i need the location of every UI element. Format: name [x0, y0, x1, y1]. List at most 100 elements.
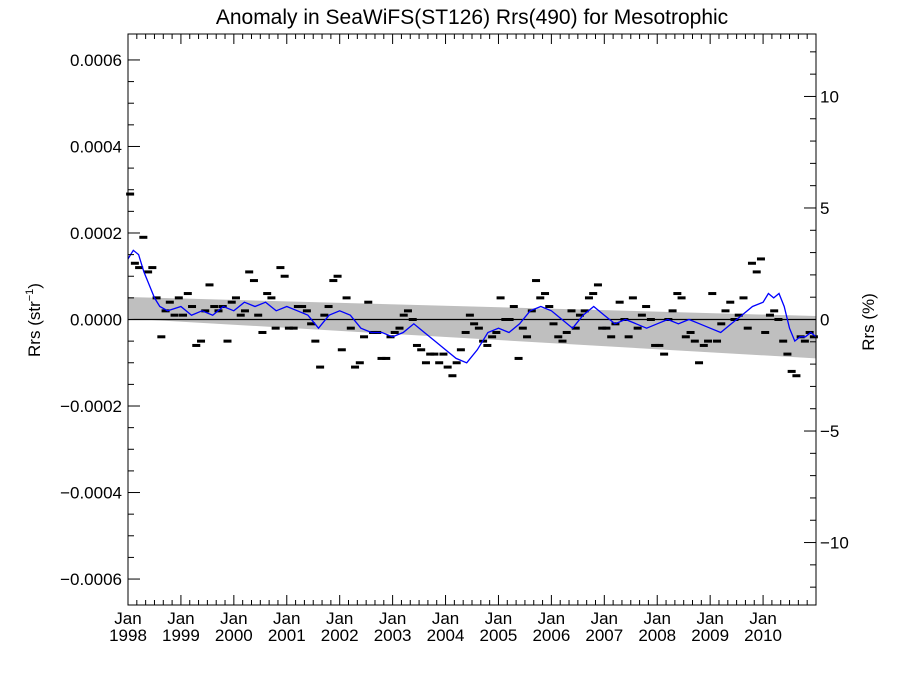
data-point [624, 335, 633, 339]
data-point [271, 326, 280, 330]
data-point [774, 318, 783, 321]
data-point [783, 352, 792, 356]
right-y-axis: 10 5 0 −5 −10 [804, 51, 849, 588]
data-point [152, 296, 161, 300]
trend-band [128, 297, 816, 359]
data-point [541, 292, 550, 296]
data-point [681, 335, 690, 339]
data-point [307, 322, 316, 326]
data-point [276, 266, 285, 270]
data-point [280, 274, 289, 278]
data-point [302, 309, 311, 313]
data-point [558, 339, 567, 343]
data-point [575, 313, 584, 317]
data-point [439, 352, 448, 356]
x-axis: Jan1998Jan1999Jan2000Jan2001Jan2002Jan20… [109, 34, 817, 645]
data-point [364, 300, 373, 304]
data-point [408, 318, 417, 321]
data-point [792, 374, 801, 378]
data-point [144, 270, 153, 274]
left-tick-label: −0.0006 [60, 570, 122, 589]
x-tick-month-label: Jan [114, 609, 141, 628]
data-point [174, 296, 183, 300]
data-point [412, 343, 421, 347]
data-point [245, 270, 254, 274]
left-tick-label: −0.0002 [60, 397, 122, 416]
data-point [456, 348, 465, 352]
chart-title: Anomaly in SeaWiFS(ST126) Rrs(490) for M… [216, 6, 728, 29]
x-tick-month-label: Jan [273, 609, 300, 628]
data-point [324, 305, 333, 309]
data-point [465, 313, 474, 317]
data-point [787, 369, 796, 373]
data-point [668, 309, 677, 313]
data-point [549, 322, 558, 326]
data-point [488, 335, 497, 339]
x-tick-month-label: Jan [749, 609, 776, 628]
data-point [210, 305, 219, 309]
data-point [633, 326, 642, 330]
x-tick-year-label: 2006 [532, 626, 570, 645]
data-point [421, 361, 430, 365]
data-point [165, 300, 174, 304]
x-tick-year-label: 1999 [162, 626, 200, 645]
data-point [403, 309, 412, 313]
data-point [139, 235, 148, 239]
data-point [342, 296, 351, 300]
data-point [739, 296, 748, 300]
data-point [258, 330, 267, 334]
data-point [545, 305, 554, 309]
data-point [130, 261, 139, 265]
data-point [704, 339, 713, 343]
data-point [227, 300, 236, 304]
data-point [805, 330, 814, 334]
data-point [161, 309, 170, 313]
data-point [615, 300, 624, 304]
data-point [443, 365, 452, 369]
data-point [699, 343, 708, 347]
data-point [752, 270, 761, 274]
data-point [360, 335, 369, 339]
data-point [346, 326, 355, 330]
data-point [660, 352, 669, 356]
data-point [554, 335, 563, 339]
x-tick-year-label: 2002 [321, 626, 359, 645]
data-point [355, 361, 364, 365]
x-tick-month-label: Jan [432, 609, 459, 628]
data-point [730, 318, 739, 321]
left-tick-label: 0.0006 [70, 51, 122, 70]
data-point [628, 296, 637, 300]
data-point [492, 330, 501, 334]
data-point [333, 274, 342, 278]
data-point [231, 296, 240, 300]
data-point [148, 266, 157, 270]
x-tick-year-label: 2007 [585, 626, 623, 645]
data-point [734, 313, 743, 317]
left-axis-title: Rrs (str−1) [24, 283, 44, 357]
data-point [311, 339, 320, 343]
data-point [284, 326, 293, 330]
data-point [501, 318, 510, 321]
data-point [293, 305, 302, 309]
data-point [514, 356, 523, 360]
data-point [518, 326, 527, 330]
trend-band-area [128, 297, 816, 359]
data-point [593, 283, 602, 287]
x-tick-month-label: Jan [696, 609, 723, 628]
data-point [523, 335, 532, 339]
data-point [197, 339, 206, 343]
data-point [571, 326, 580, 330]
data-point [779, 339, 788, 343]
data-point [430, 352, 439, 356]
data-point [188, 305, 197, 309]
x-tick-month-label: Jan [220, 609, 247, 628]
data-point [677, 296, 686, 300]
data-point [642, 305, 651, 309]
data-point [602, 326, 611, 330]
data-point [426, 352, 435, 356]
left-tick-label: 0.0000 [70, 311, 122, 330]
x-tick-month-label: Jan [485, 609, 512, 628]
data-point [329, 279, 338, 283]
data-point [651, 343, 660, 347]
